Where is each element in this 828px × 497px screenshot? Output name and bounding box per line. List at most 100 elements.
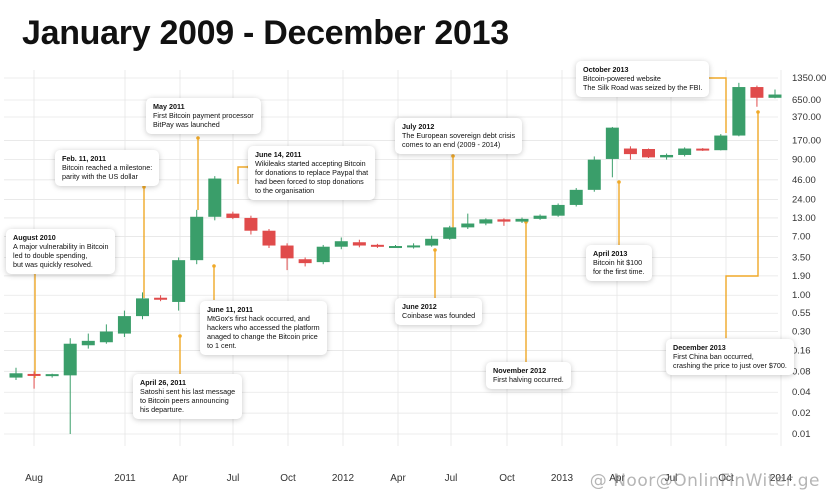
candle-body: [623, 148, 637, 155]
annotation-date: Feb. 11, 2011: [62, 154, 106, 163]
candle-body: [642, 148, 655, 158]
annotation-text: First halving occurred.: [493, 375, 564, 384]
candle: [605, 126, 619, 178]
y-tick-label: 13.00: [792, 213, 816, 224]
candle-body: [9, 373, 23, 378]
candle-body: [154, 297, 168, 300]
candle-body: [280, 245, 294, 259]
candle: [533, 214, 547, 220]
candle: [280, 243, 294, 271]
annotation-jul-2012: July 2012 The European sovereign debt cr…: [395, 118, 523, 154]
annotation-text: Coinbase was founded: [402, 311, 476, 320]
candle-body: [696, 148, 710, 151]
callout-dot: [451, 154, 455, 158]
candle: [461, 213, 475, 230]
annotation-oct-2013: October 2013 Bitcoin-powered website The…: [576, 61, 710, 97]
candle: [226, 211, 240, 220]
candle: [154, 295, 168, 302]
y-tick-label: 0.55: [792, 308, 811, 319]
annotation-text: Bitcoin-powered website The Silk Road wa…: [583, 74, 703, 92]
candle-body: [533, 215, 547, 219]
y-tick-label: 0.04: [792, 387, 811, 398]
callout-dot: [433, 248, 437, 252]
candle-body: [172, 260, 186, 302]
y-tick-label: 7.00: [792, 232, 811, 243]
candle: [750, 85, 764, 107]
candle: [208, 176, 222, 221]
y-tick-label: 1.90: [792, 271, 811, 282]
annotation-date: August 2010: [13, 233, 56, 242]
candle-body: [587, 159, 601, 190]
candle: [9, 367, 23, 381]
x-tick-label: 2013: [551, 473, 574, 484]
candle-body: [226, 213, 240, 218]
candle-body: [316, 246, 330, 263]
candle: [569, 188, 583, 207]
candle-body: [63, 343, 77, 376]
x-tick-label: Aug: [25, 473, 43, 484]
candle: [587, 156, 601, 192]
candle-body: [99, 331, 113, 343]
x-tick-label: 2014: [770, 473, 793, 484]
chart-title: January 2009 - December 2013: [22, 14, 509, 52]
y-tick-label: 0.08: [792, 366, 811, 377]
candle: [660, 153, 674, 160]
candle: [298, 257, 312, 267]
y-tick-label: 650.00: [792, 95, 821, 106]
y-tick-label: 0.01: [792, 429, 811, 440]
y-tick-label: 24.00: [792, 194, 816, 205]
candle-body: [569, 189, 583, 205]
candle-body: [768, 94, 782, 98]
annotation-apr-26-2011: April 26, 2011 Satoshi sent his last mes…: [133, 374, 243, 419]
candle: [768, 89, 782, 99]
candle: [370, 243, 384, 248]
candle: [334, 237, 348, 250]
x-tick-label: Oct: [718, 473, 734, 484]
candle: [244, 215, 258, 235]
y-tick-label: 0.02: [792, 408, 811, 419]
candle: [678, 147, 692, 157]
annotation-may-2011: May 2011 First Bitcoin payment processor…: [146, 98, 261, 134]
grid: [4, 70, 782, 446]
candle-body: [81, 340, 95, 346]
annotation-aug-2010: August 2010 A major vulnerability in Bit…: [6, 229, 116, 274]
candle: [389, 244, 402, 249]
callout-dot: [212, 264, 216, 268]
candle: [479, 218, 493, 226]
candle: [81, 333, 95, 349]
candle-body: [352, 242, 366, 246]
candle: [497, 218, 511, 226]
x-tick-label: Oct: [499, 473, 515, 484]
candle: [172, 257, 186, 311]
y-tick-label: 0.30: [792, 327, 811, 338]
y-tick-label: 1350.00: [792, 73, 826, 84]
candle: [117, 310, 131, 337]
candle: [443, 225, 457, 240]
callout-dot: [756, 110, 760, 114]
x-axis-ticks: Aug 2011 Apr Jul Oct 2012 Apr Jul Oct 2013 Apr Jul O…: [25, 473, 792, 484]
candle: [63, 338, 77, 434]
x-tick-label: Apr: [172, 473, 188, 484]
callout-line: [725, 112, 759, 338]
annotation-text: MtGox's first hack occurred, and hackers…: [207, 314, 320, 350]
annotation-text: Bitcoin hit $100 for the first time.: [593, 258, 645, 276]
candles: [9, 82, 782, 434]
candle: [99, 324, 113, 344]
candle-body: [117, 316, 131, 334]
annotation-date: December 2013: [673, 343, 726, 352]
annotation-jun-11-2011: June 11, 2011 MtGox's first hack occurre…: [200, 301, 327, 355]
x-tick-label: 2012: [332, 473, 355, 484]
candle-body: [443, 227, 457, 239]
annotation-dec-2013: December 2013 First China ban occurred, …: [666, 339, 794, 375]
y-tick-label: 3.50: [792, 252, 811, 263]
annotation-feb-2011: Feb. 11, 2011 Bitcoin reached a mileston…: [55, 150, 160, 186]
candle-body: [298, 259, 312, 264]
callout-dot: [196, 136, 200, 140]
candle-body: [190, 216, 204, 261]
callout-dot: [617, 180, 621, 184]
annotation-text: Bitcoin reached a milestone: parity with…: [62, 163, 153, 181]
candle: [425, 235, 439, 247]
y-tick-label: 1.00: [792, 290, 811, 301]
callout-dot: [178, 334, 182, 338]
annotation-apr-2013: April 2013 Bitcoin hit $100 for the firs…: [586, 245, 652, 281]
